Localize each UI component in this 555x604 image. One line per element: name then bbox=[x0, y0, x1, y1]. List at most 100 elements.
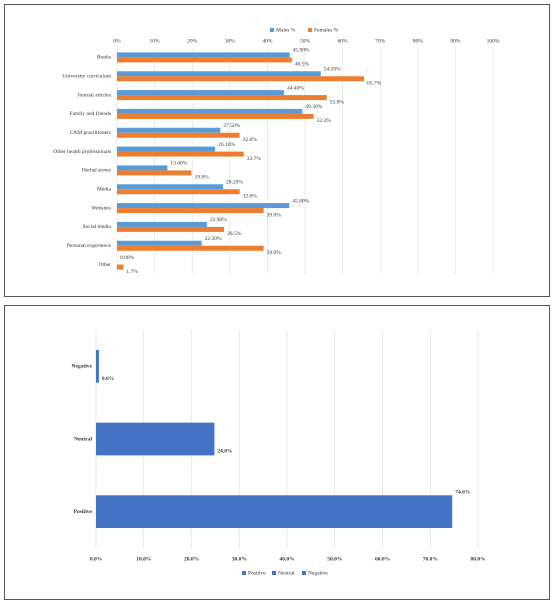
value-label: 39.0% bbox=[267, 212, 282, 218]
bar bbox=[117, 76, 365, 82]
y-tick-label: University curriculum bbox=[62, 74, 111, 80]
value-label: 44.40% bbox=[287, 85, 304, 91]
value-label: 65.7% bbox=[367, 81, 382, 87]
value-label: 45.80% bbox=[292, 198, 309, 204]
x-tick-label: 0% bbox=[113, 38, 121, 44]
bar bbox=[117, 240, 202, 246]
x-tick-label: 20% bbox=[187, 38, 198, 44]
bar bbox=[96, 495, 453, 529]
y-tick-label: CAM practitioners bbox=[70, 130, 111, 136]
value-label: 19.8% bbox=[194, 175, 209, 181]
value-label: 28.5% bbox=[227, 231, 242, 237]
value-label: 26.10% bbox=[218, 142, 235, 148]
y-tick-label: Journal articles bbox=[78, 92, 111, 98]
x-tick-label: 70.0% bbox=[423, 556, 438, 562]
value-label: 22.50% bbox=[205, 236, 222, 242]
y-tick-label: Positive bbox=[74, 509, 93, 515]
x-tick-label: 60.0% bbox=[375, 556, 390, 562]
bar bbox=[117, 170, 192, 176]
bar bbox=[117, 127, 221, 133]
x-tick-label: 70% bbox=[375, 38, 386, 44]
x-tick-label: 20.0% bbox=[184, 556, 199, 562]
value-label: 23.90% bbox=[210, 217, 227, 223]
y-tick-label: Other health professionals bbox=[53, 148, 111, 155]
x-tick-label: 90% bbox=[450, 38, 461, 44]
y-tick-label: Negative bbox=[72, 364, 93, 370]
x-tick-label: 100% bbox=[487, 38, 500, 44]
x-tick-label: 10.0% bbox=[136, 556, 151, 562]
legend-swatch bbox=[242, 571, 246, 575]
value-label: 28.20% bbox=[226, 180, 243, 186]
value-label: 1.7% bbox=[126, 269, 138, 275]
y-tick-label: Websites bbox=[91, 205, 111, 211]
x-tick-label: 50% bbox=[300, 38, 311, 44]
bar bbox=[117, 245, 264, 251]
value-label: 55.8% bbox=[330, 99, 345, 105]
bar bbox=[117, 132, 240, 138]
bar bbox=[117, 189, 240, 195]
y-tick-label: Media bbox=[97, 187, 112, 193]
value-label: 32.6% bbox=[243, 194, 258, 200]
x-tick-label: 10% bbox=[150, 38, 161, 44]
y-tick-label: Neutral bbox=[74, 436, 92, 442]
legend-swatch bbox=[272, 571, 276, 575]
value-label: 0.00% bbox=[120, 255, 135, 261]
panel bbox=[4, 305, 550, 600]
bar bbox=[117, 264, 124, 270]
value-label: 45.90% bbox=[293, 48, 310, 54]
bar bbox=[117, 203, 290, 209]
legend-swatch bbox=[270, 28, 274, 32]
value-label: 0.6% bbox=[102, 376, 114, 382]
value-label: 74.6% bbox=[455, 490, 470, 496]
x-tick-label: 80% bbox=[413, 38, 424, 44]
legend-swatch bbox=[308, 28, 312, 32]
bar bbox=[117, 226, 225, 232]
x-tick-label: 50.0% bbox=[327, 556, 342, 562]
bar bbox=[96, 422, 215, 456]
bar bbox=[96, 349, 99, 383]
value-label: 32.6% bbox=[243, 137, 258, 143]
bar bbox=[117, 165, 168, 171]
value-label: 54.20% bbox=[324, 67, 341, 73]
bar bbox=[117, 52, 290, 58]
legend-swatch bbox=[302, 571, 306, 575]
y-tick-label: Herbal stores bbox=[82, 168, 111, 174]
value-label: 33.7% bbox=[247, 156, 262, 162]
value-label: 39.0% bbox=[267, 250, 282, 256]
y-tick-label: Social media bbox=[82, 224, 111, 230]
x-tick-label: 40% bbox=[262, 38, 273, 44]
bar bbox=[117, 146, 216, 152]
x-tick-label: 30% bbox=[225, 38, 236, 44]
legend-label: Neutral bbox=[278, 570, 295, 576]
legend-label: Negative bbox=[308, 570, 328, 576]
y-tick-label: Other bbox=[98, 262, 111, 268]
bar bbox=[117, 113, 314, 119]
y-tick-label: Family and friends bbox=[69, 110, 111, 117]
y-tick-label: Personal experience bbox=[67, 243, 112, 249]
value-label: 46.5% bbox=[295, 62, 310, 68]
x-tick-label: 60% bbox=[338, 38, 349, 44]
y-tick-label: Books bbox=[97, 55, 111, 61]
bar bbox=[117, 108, 303, 114]
bar bbox=[117, 71, 321, 77]
legend-label: Males % bbox=[276, 27, 296, 33]
bar bbox=[117, 208, 264, 214]
value-label: 24.8% bbox=[217, 449, 232, 455]
legend-label: Females % bbox=[314, 27, 339, 33]
bar bbox=[117, 57, 292, 63]
value-label: 52.3% bbox=[317, 118, 332, 124]
value-label: 49.30% bbox=[305, 104, 322, 110]
bar bbox=[117, 151, 244, 157]
bar bbox=[117, 221, 207, 227]
value-label: 13.40% bbox=[170, 161, 187, 167]
bar bbox=[117, 184, 224, 190]
x-tick-label: 40.0% bbox=[279, 556, 294, 562]
bar bbox=[117, 90, 284, 96]
bar bbox=[117, 95, 327, 101]
x-tick-label: 0.0% bbox=[90, 556, 102, 562]
x-tick-label: 80.0% bbox=[470, 556, 485, 562]
legend-label: Positive bbox=[248, 570, 266, 576]
x-tick-label: 30.0% bbox=[232, 556, 247, 562]
